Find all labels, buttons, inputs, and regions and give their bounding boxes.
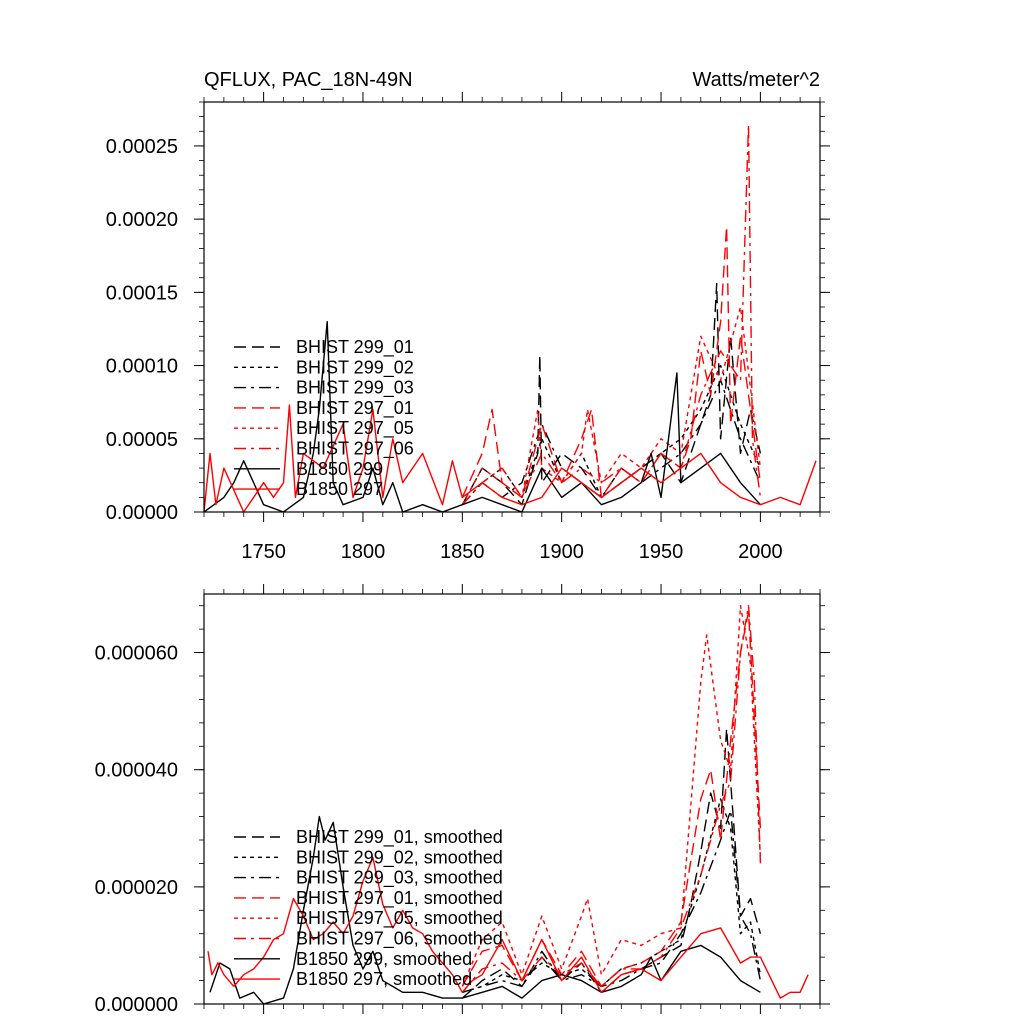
top-title-right: Watts/meter^2 — [692, 69, 820, 91]
series-line-0-5 — [461, 123, 762, 506]
series-line-0-1 — [461, 364, 762, 506]
y-tick-label-0-5: 0.00025 — [106, 136, 178, 158]
legend-label-0-2: BHIST 299_03 — [296, 378, 414, 399]
legend-label-1-2: BHIST 299_03, smoothed — [296, 868, 503, 889]
y-tick-label-1-0: 0.000000 — [95, 994, 178, 1016]
y-tick-label-0-2: 0.00010 — [106, 356, 178, 378]
series-line-0-6 — [204, 320, 761, 512]
series-line-1-3 — [461, 610, 762, 988]
bottom-panel: 0.000000 0.000020 0.000040 0.000060 BHIST 29… — [95, 584, 830, 1016]
plot-frame-1 — [203, 593, 821, 1005]
legend-label-1-6: B1850 299, smoothed — [296, 949, 472, 969]
series-group-0 — [204, 123, 817, 512]
series-line-1-4 — [461, 605, 762, 987]
x-tick-label-0-1: 1800 — [341, 541, 386, 563]
series-line-1-0 — [461, 728, 762, 999]
legend-label-0-5: BHIST 297_06 — [296, 439, 414, 460]
series-line-1-7 — [207, 856, 809, 999]
series-line-1-6 — [209, 815, 761, 1004]
y-tick-label-0-0: 0.00000 — [106, 502, 178, 524]
legend-label-1-5: BHIST 297_06, smoothed — [296, 929, 503, 950]
y-tick-label-0-4: 0.00020 — [106, 209, 178, 231]
legend-label-0-1: BHIST 299_02 — [296, 357, 414, 378]
y-tick-label-0-3: 0.00015 — [106, 282, 178, 304]
series-group-1 — [207, 605, 809, 1004]
legend-label-0-0: BHIST 299_01 — [296, 337, 414, 358]
legend-label-1-4: BHIST 297_05, smoothed — [296, 908, 503, 929]
x-tick-label-0-4: 1950 — [639, 541, 684, 563]
legend-label-0-6: B1850 299 — [296, 459, 383, 479]
x-tick-label-0-3: 1900 — [539, 541, 584, 563]
y-tick-label-1-3: 0.000060 — [95, 643, 178, 665]
legend-label-1-0: BHIST 299_01, smoothed — [296, 827, 503, 848]
legend-label-1-7: B1850 297, smoothed — [296, 969, 472, 989]
series-line-1-1 — [462, 798, 762, 993]
top-panel: QFLUX, PAC_18N-49N Watts/meter^2 1750 180… — [106, 69, 830, 563]
series-line-0-4 — [461, 306, 762, 506]
y-tick-label-0-1: 0.00005 — [106, 429, 178, 451]
legend-label-1-1: BHIST 299_02, smoothed — [296, 847, 503, 868]
y-tick-label-1-2: 0.000040 — [95, 760, 178, 782]
x-tick-label-0-2: 1850 — [440, 541, 485, 563]
series-line-0-7 — [204, 404, 817, 512]
legend-label-0-4: BHIST 297_05 — [296, 418, 414, 439]
y-tick-label-1-1: 0.000020 — [95, 877, 178, 899]
legend-label-0-7: B1850 297 — [296, 479, 383, 499]
x-tick-label-0-5: 2000 — [738, 541, 783, 563]
series-line-0-0 — [461, 282, 762, 506]
x-tick-label-0-0: 1750 — [241, 541, 286, 563]
series-line-1-2 — [462, 810, 762, 993]
top-title-left: QFLUX, PAC_18N-49N — [204, 69, 413, 91]
legend-label-1-3: BHIST 297_01, smoothed — [296, 888, 503, 909]
legend-label-0-3: BHIST 297_01 — [296, 398, 414, 419]
